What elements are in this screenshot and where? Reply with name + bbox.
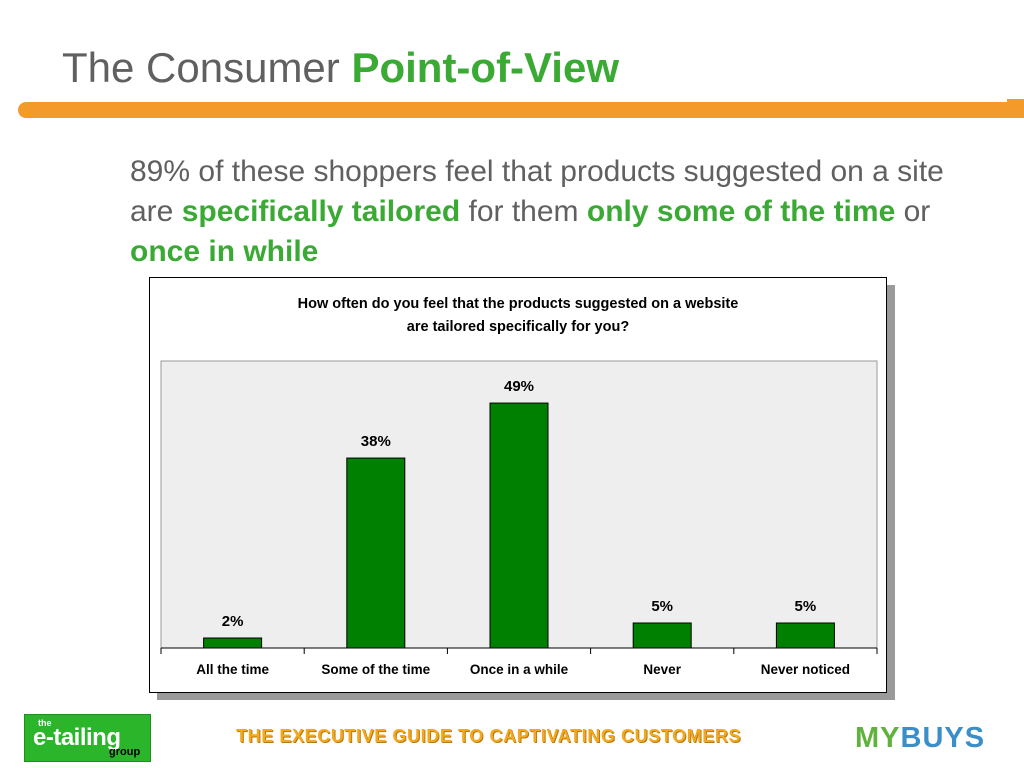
slide-title: The Consumer Point-of-View xyxy=(62,44,619,92)
subtitle-part-3: or xyxy=(895,195,931,228)
tick-label-some-of-the-time: Some of the time xyxy=(321,662,430,677)
tick-label-all-the-time: All the time xyxy=(196,662,269,677)
mybuys-logo-buys: BUYS xyxy=(900,722,986,754)
tick-label-never: Never xyxy=(643,662,681,677)
logo-etailing-text: e-tailing xyxy=(33,724,121,751)
subtitle-part-2: for them xyxy=(460,195,587,228)
footer-tagline: THE EXECUTIVE GUIDE TO CAPTIVATING CUSTO… xyxy=(236,726,742,746)
bar-some-of-the-time xyxy=(346,457,406,649)
bar-once-in-a-while xyxy=(489,402,549,649)
subtitle-highlight-2: only some of the time xyxy=(586,195,896,228)
x-axis-ticks xyxy=(160,648,878,654)
title-plain: The Consumer xyxy=(62,44,352,91)
bar-never xyxy=(632,622,692,649)
title-accent: Point-of-View xyxy=(351,44,619,91)
data-label-never-noticed: 5% xyxy=(795,598,817,615)
mybuys-logo: MYBUYS xyxy=(855,722,985,755)
chart-title-line-1: How often do you feel that the products … xyxy=(298,296,739,312)
logo-group-text: group xyxy=(109,746,141,758)
subtitle-highlight-3: once in while xyxy=(130,235,319,268)
chart-frame: How often do you feel that the products … xyxy=(149,277,887,693)
etailing-group-logo: the e-tailing group xyxy=(24,714,151,762)
subtitle-highlight-1: specifically tailored xyxy=(181,195,461,228)
labels-layer: 2% All the time 38% Some of the time 49% Once… xyxy=(196,378,850,677)
bar-chart: How often do you feel that the products … xyxy=(160,296,878,677)
bar-never-noticed xyxy=(775,622,835,649)
chart-title-line-2: are tailored specifically for you? xyxy=(407,319,630,335)
subtitle-part-1: 89% of these shoppers feel that products… xyxy=(130,155,944,228)
bars-layer xyxy=(203,402,835,649)
title-underline-notch xyxy=(1007,99,1024,103)
tick-label-once-in-a-while: Once in a while xyxy=(470,662,569,677)
tick-label-never-noticed: Never noticed xyxy=(761,662,850,677)
data-label-never: 5% xyxy=(651,598,673,615)
title-underline-bar xyxy=(18,102,1024,118)
logo-the-text: the xyxy=(38,718,52,728)
data-label-once-in-a-while: 49% xyxy=(504,378,534,395)
mybuys-logo-my: MY xyxy=(855,722,901,754)
data-label-some-of-the-time: 38% xyxy=(361,433,391,450)
subtitle-statement: 89% of these shoppers feel that products… xyxy=(130,152,950,272)
bar-all-the-time xyxy=(203,637,263,649)
data-label-all-the-time: 2% xyxy=(222,613,244,630)
